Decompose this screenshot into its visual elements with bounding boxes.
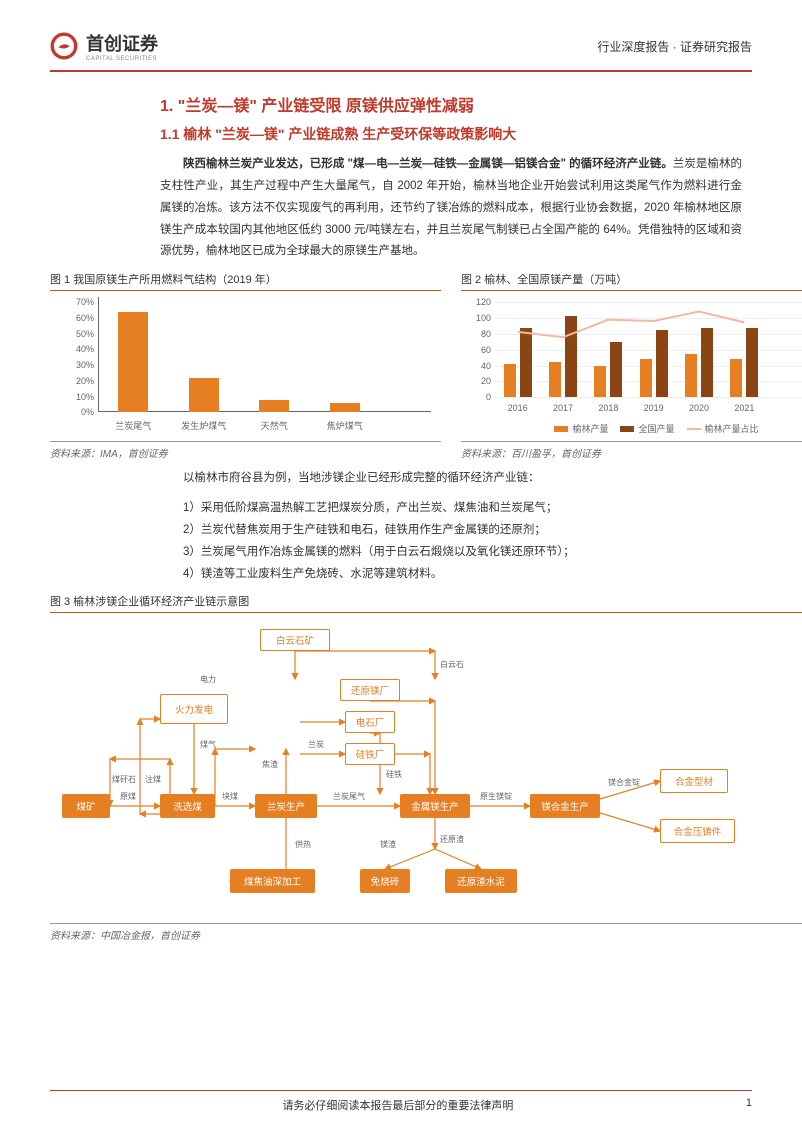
- heading-1-1: 1.1 榆林 "兰炭—镁" 产业链成熟 生产受环保等政策影响大: [160, 124, 742, 144]
- list-item-3: 3）兰炭尾气用作冶炼金属镁的燃料（用于白云石煅烧以及氧化镁还原环节）；: [160, 542, 742, 564]
- list-intro: 以榆林市府谷县为例，当地涉镁企业已经形成完整的循环经济产业链：: [160, 468, 742, 490]
- page-number: 1: [746, 1097, 752, 1113]
- figure-1: 图 1 我国原镁生产所用燃料气结构（2019 年） 0%10%20%30%40%…: [50, 271, 441, 460]
- figure-3-title: 图 3 榆林涉镁企业循环经济产业链示意图: [50, 593, 802, 613]
- para-1-rest: 兰炭是榆林的支柱性产业，其生产过程中产生大量尾气，自 2002 年开始，榆林当地…: [160, 158, 742, 257]
- list-item-4: 4）镁渣等工业废料生产免烧砖、水泥等建筑材料。: [160, 564, 742, 586]
- page-header: 首创证券 CAPITAL SECURITIES 行业深度报告 · 证券研究报告: [50, 30, 752, 72]
- figure-2-chart: 0204060801001200%10%20%30%40%50%60%70%20…: [461, 297, 802, 437]
- paragraph-1: 陕西榆林兰炭产业发达，已形成 "煤—电—兰炭—硅铁—金属镁—铝镁合金" 的循环经…: [160, 154, 742, 263]
- heading-1: 1. "兰炭—镁" 产业链受限 原镁供应弹性减弱: [160, 92, 742, 116]
- figure-3-flowchart: 白云石矿火力发电还原镁厂电石厂硅铁厂煤矿洗选煤兰炭生产金属镁生产镁合金生产合金型…: [50, 619, 802, 919]
- figure-2-source: 资料来源：百川盈孚，首创证券: [461, 441, 802, 460]
- para-1-bold: 陕西榆林兰炭产业发达，已形成 "煤—电—兰炭—硅铁—金属镁—铝镁合金" 的循环经…: [183, 158, 673, 170]
- list-item-2: 2）兰炭代替焦炭用于生产硅铁和电石，硅铁用作生产金属镁的还原剂；: [160, 520, 742, 542]
- figure-2: 图 2 榆林、全国原镁产量（万吨） 0204060801001200%10%20…: [461, 271, 802, 460]
- figure-1-chart: 0%10%20%30%40%50%60%70%兰炭尾气发生炉煤气天然气焦炉煤气: [50, 297, 441, 437]
- figure-3: 图 3 榆林涉镁企业循环经济产业链示意图 白云石矿火力发电还原镁厂电石厂硅铁厂煤…: [50, 593, 802, 942]
- logo-icon: [50, 32, 78, 60]
- logo-subtitle: CAPITAL SECURITIES: [86, 56, 158, 62]
- figure-3-source: 资料来源：中国冶金报，首创证券: [50, 923, 802, 942]
- header-category: 行业深度报告 · 证券研究报告: [597, 38, 752, 55]
- logo: 首创证券 CAPITAL SECURITIES: [50, 30, 158, 62]
- figure-1-title: 图 1 我国原镁生产所用燃料气结构（2019 年）: [50, 271, 441, 291]
- page-footer: 请务必仔细阅读本报告最后部分的重要法律声明 1: [50, 1090, 752, 1113]
- logo-text: 首创证券: [86, 30, 158, 56]
- footer-disclaimer: 请务必仔细阅读本报告最后部分的重要法律声明: [282, 1097, 513, 1113]
- figure-1-source: 资料来源：IMA，首创证券: [50, 441, 441, 460]
- figure-2-title: 图 2 榆林、全国原镁产量（万吨）: [461, 271, 802, 291]
- list-item-1: 1）采用低阶煤高温热解工艺把煤炭分质，产出兰炭、煤焦油和兰炭尾气；: [160, 498, 742, 520]
